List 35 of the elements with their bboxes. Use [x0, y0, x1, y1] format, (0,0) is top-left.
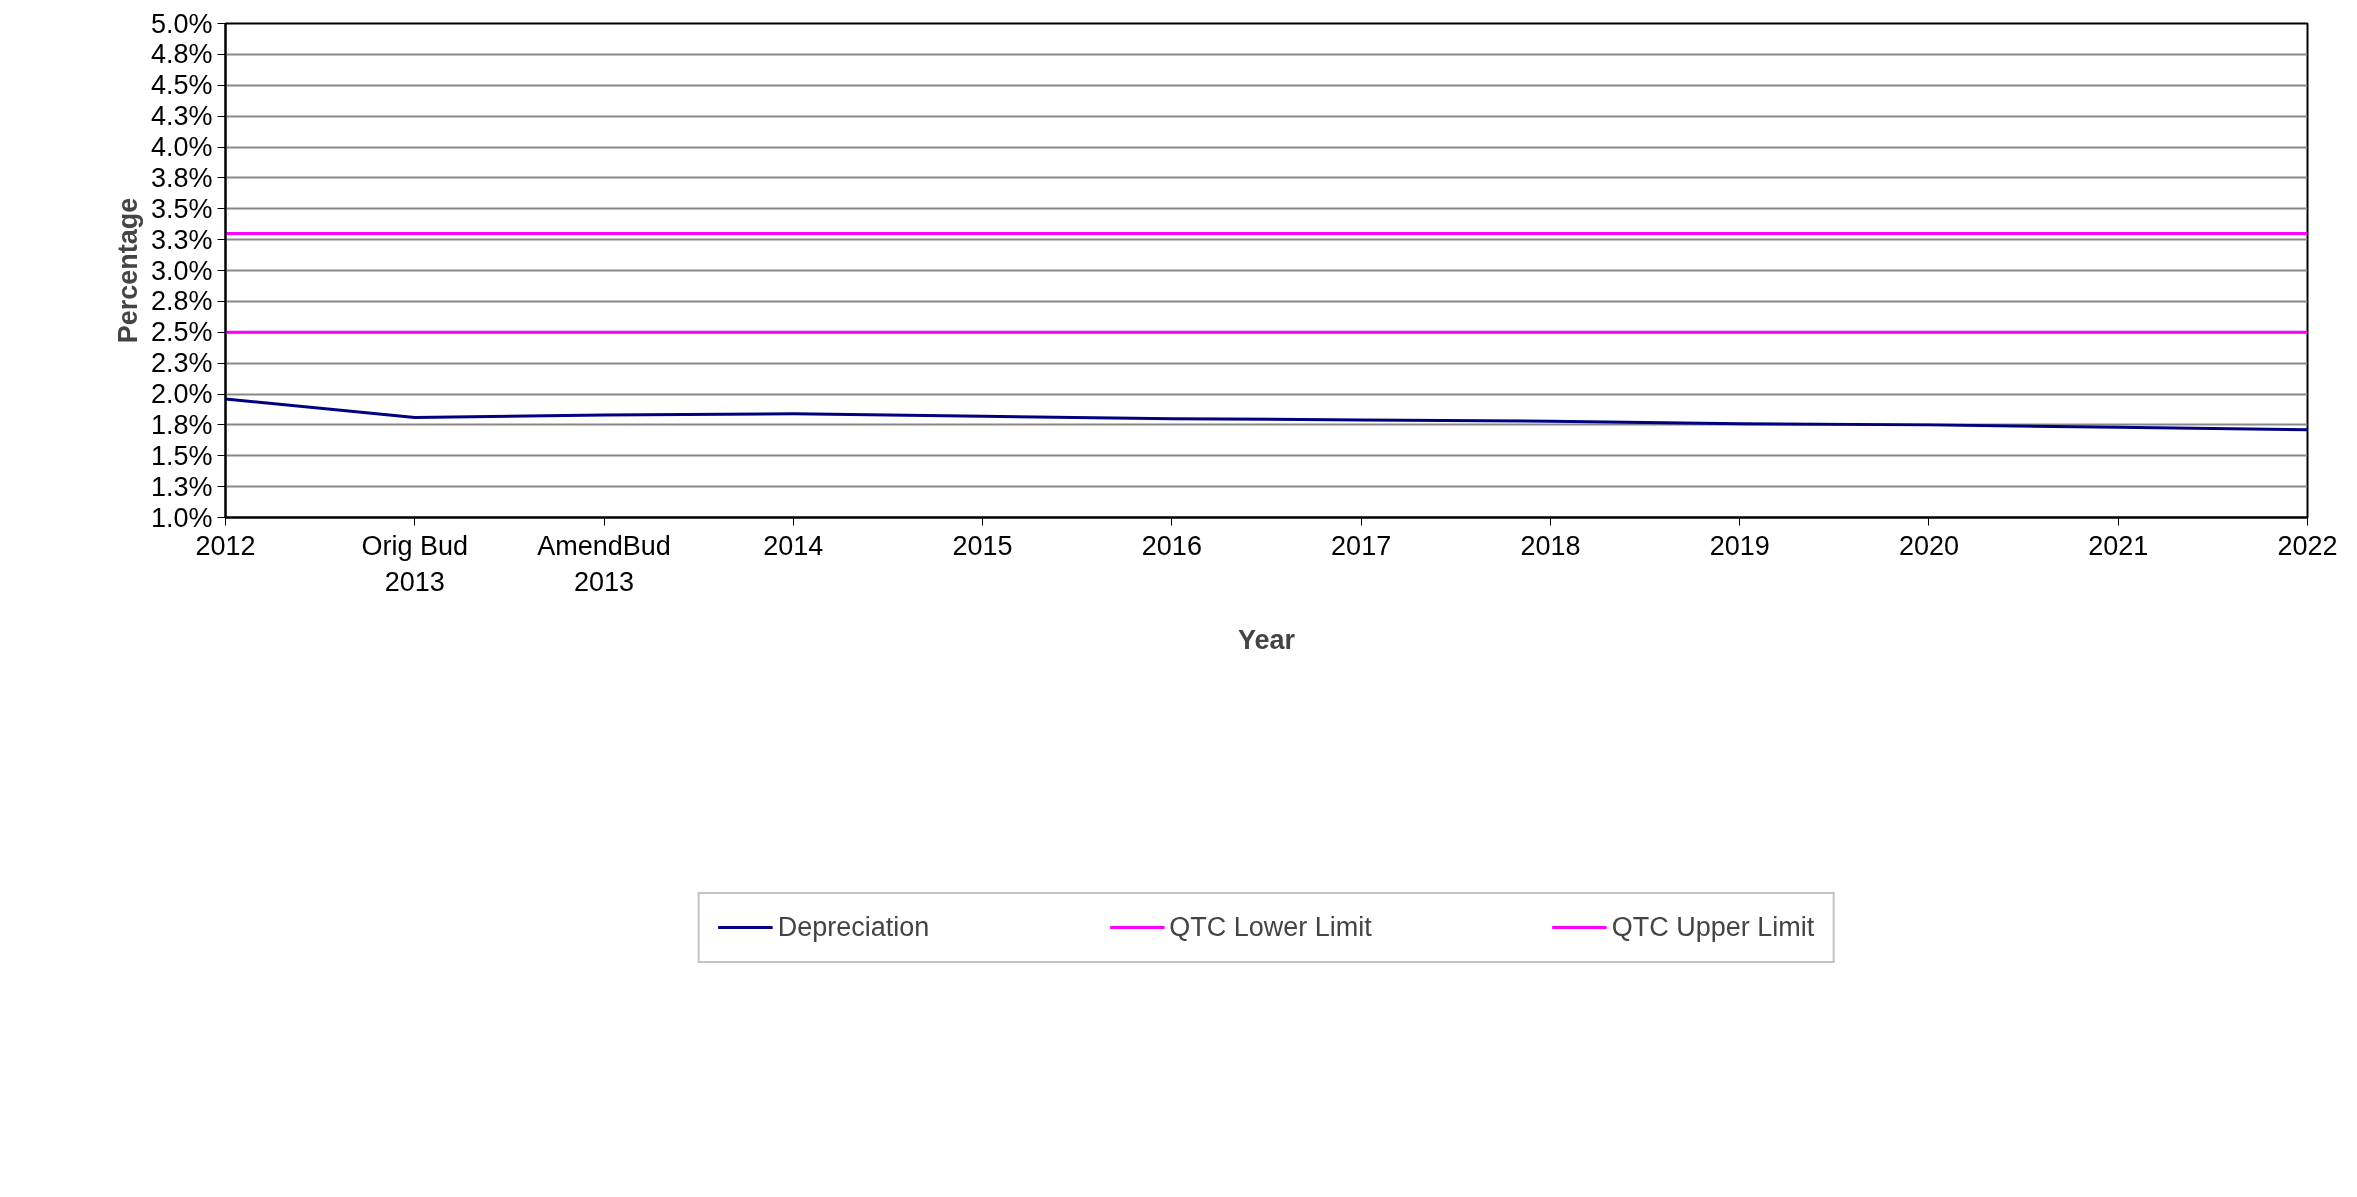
x-tick-label: 2018: [1520, 530, 1581, 561]
legend-label: QTC Upper Limit: [1611, 911, 1815, 943]
x-tick-label: 2019: [1709, 530, 1770, 561]
y-tick-label: 1.8%: [150, 409, 213, 440]
y-tick-label: 4.3%: [150, 101, 213, 132]
y-tick-label: 4.0%: [150, 132, 213, 162]
y-tick-label: 4.5%: [150, 70, 213, 101]
x-tick-label: 2012: [195, 530, 256, 561]
line-series: [225, 397, 2308, 432]
x-tick-label: 2016: [1141, 530, 1202, 561]
x-tick-label: 2021: [2088, 530, 2149, 561]
y-tick-label: 3.5%: [150, 193, 213, 224]
y-tick-label: 2.3%: [150, 348, 213, 379]
legend-label: Depreciation: [777, 911, 930, 943]
y-axis-title: Percentage: [112, 197, 143, 344]
y-tick-label: 2.0%: [150, 379, 213, 409]
x-tick-label: 2015: [952, 530, 1013, 561]
y-tick-label: 1.3%: [150, 471, 213, 502]
x-tick-label: AmendBud 2013: [537, 530, 671, 597]
y-tick-label: 5.0%: [150, 8, 213, 39]
y-tick-label: 2.5%: [150, 317, 213, 348]
x-tick-label: 2014: [763, 530, 824, 561]
y-tick-label: 3.3%: [150, 224, 213, 255]
y-tick-label: 1.5%: [150, 440, 213, 471]
y-tick-label: 3.8%: [150, 162, 213, 193]
x-tick-label: 2022: [2277, 530, 2338, 561]
y-tick-label: 3.0%: [150, 255, 213, 286]
y-tick-label: 4.8%: [150, 39, 213, 70]
x-tick-label: 2017: [1331, 530, 1392, 561]
x-tick-label: Orig Bud 2013: [361, 530, 469, 597]
x-tick-label: 2020: [1898, 530, 1959, 561]
legend-label: QTC Lower Limit: [1169, 911, 1372, 943]
y-tick-label: 1.0%: [150, 502, 213, 533]
y-tick-label: 2.8%: [150, 286, 213, 317]
x-axis-title: Year: [1237, 624, 1296, 655]
